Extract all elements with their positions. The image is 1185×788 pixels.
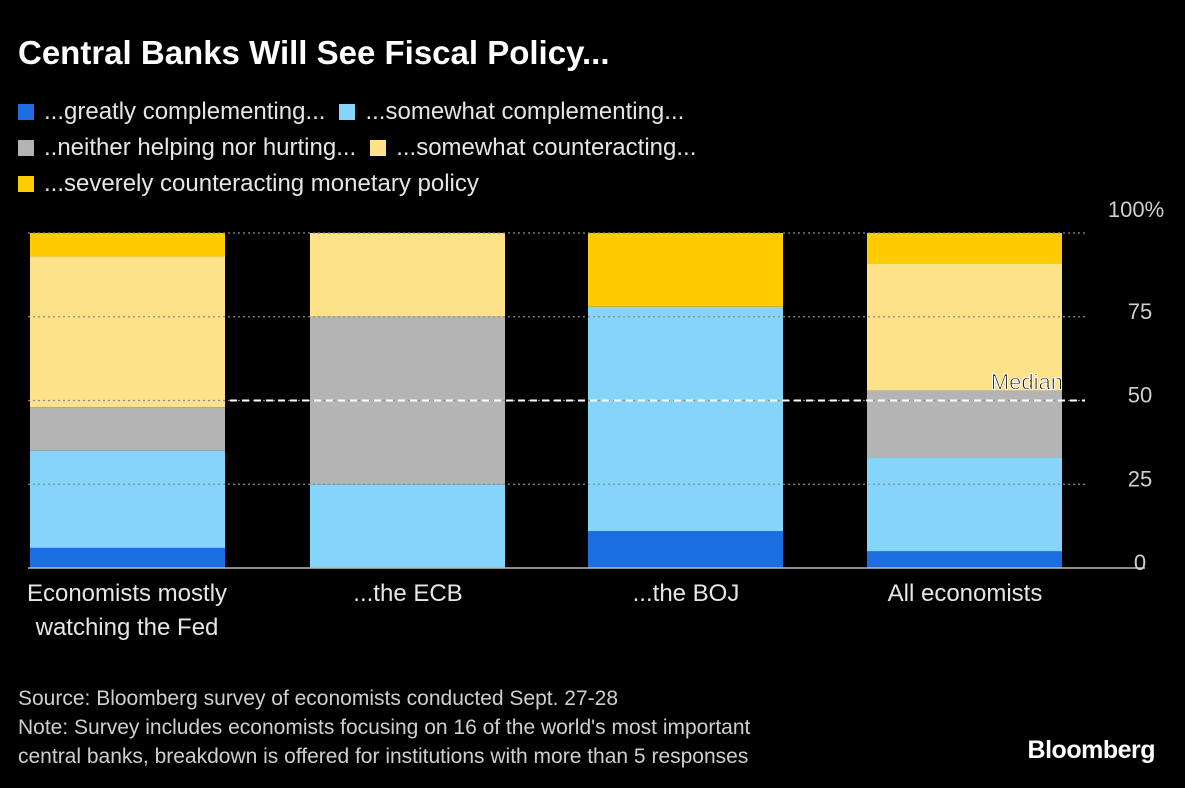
legend-row: ..neither helping nor hurting... ...some…: [18, 130, 710, 166]
legend-row: ...greatly complementing... ...somewhat …: [18, 94, 710, 130]
y-tick-label: 100%: [1108, 197, 1164, 222]
legend-swatch: [370, 140, 387, 156]
source-note: Source: Bloomberg survey of economists c…: [18, 687, 618, 710]
bar-segment: [867, 390, 1062, 458]
survey-note-line1: Note: Survey includes economists focusin…: [18, 716, 751, 739]
bar-segment: [588, 531, 783, 568]
legend-item-somewhat-counteracting: ...somewhat counteracting...: [370, 134, 696, 162]
bar-segment: [310, 233, 505, 317]
x-category-label: All economists: [888, 580, 1043, 607]
legend-row: ...severely counteracting monetary polic…: [18, 166, 710, 202]
y-tick-label: 50: [1128, 383, 1152, 408]
legend-swatch: [18, 140, 34, 156]
x-category-label: ...the BOJ: [633, 580, 740, 607]
bar-segment: [30, 450, 225, 548]
bar-segment: [30, 407, 225, 451]
y-tick-label: 25: [1128, 466, 1152, 491]
bar-segment: [867, 551, 1062, 568]
bar-segment: [30, 547, 225, 568]
y-tick-label: 75: [1128, 299, 1152, 324]
bar-segment: [867, 263, 1062, 391]
x-category-label: Economists mostly: [27, 580, 227, 607]
legend-item-neither: ..neither helping nor hurting...: [18, 134, 356, 162]
bloomberg-logo: Bloomberg: [1027, 736, 1156, 764]
bar-segment: [310, 484, 505, 568]
bar-segment: [30, 256, 225, 408]
legend-label: ...somewhat complementing...: [365, 98, 685, 125]
legend-item-severely-counteracting: ...severely counteracting monetary polic…: [18, 170, 479, 198]
stacked-bar-chart: Median 0 25 50 75 100% Economists mostly watchi…: [27, 197, 1164, 641]
legend: ...greatly complementing... ...somewhat …: [18, 94, 710, 202]
legend-label: ...somewhat counteracting...: [396, 134, 697, 161]
median-label: Median: [991, 370, 1063, 395]
x-category-label: watching the Fed: [35, 614, 219, 641]
legend-label: ..neither helping nor hurting...: [44, 134, 357, 161]
chart-title: Central Banks Will See Fiscal Policy...: [18, 34, 610, 71]
legend-label: ...greatly complementing...: [44, 98, 326, 125]
legend-swatch: [18, 176, 34, 192]
x-category-label: ...the ECB: [353, 580, 462, 607]
bar-segment: [867, 233, 1062, 264]
footer: Source: Bloomberg survey of economists c…: [18, 684, 750, 771]
bar-segment: [588, 233, 783, 307]
legend-swatch: [339, 104, 356, 120]
legend-item-somewhat-complementing: ...somewhat complementing...: [339, 98, 684, 126]
bar-segment: [867, 457, 1062, 552]
survey-note-line2: central banks, breakdown is offered for …: [18, 745, 749, 768]
legend-label: ...severely counteracting monetary polic…: [44, 170, 479, 197]
bar-segment: [30, 233, 225, 257]
legend-item-greatly-complementing: ...greatly complementing...: [18, 98, 325, 126]
legend-swatch: [18, 104, 34, 120]
y-tick-label: 0: [1134, 550, 1146, 575]
bar-segment: [588, 306, 783, 532]
